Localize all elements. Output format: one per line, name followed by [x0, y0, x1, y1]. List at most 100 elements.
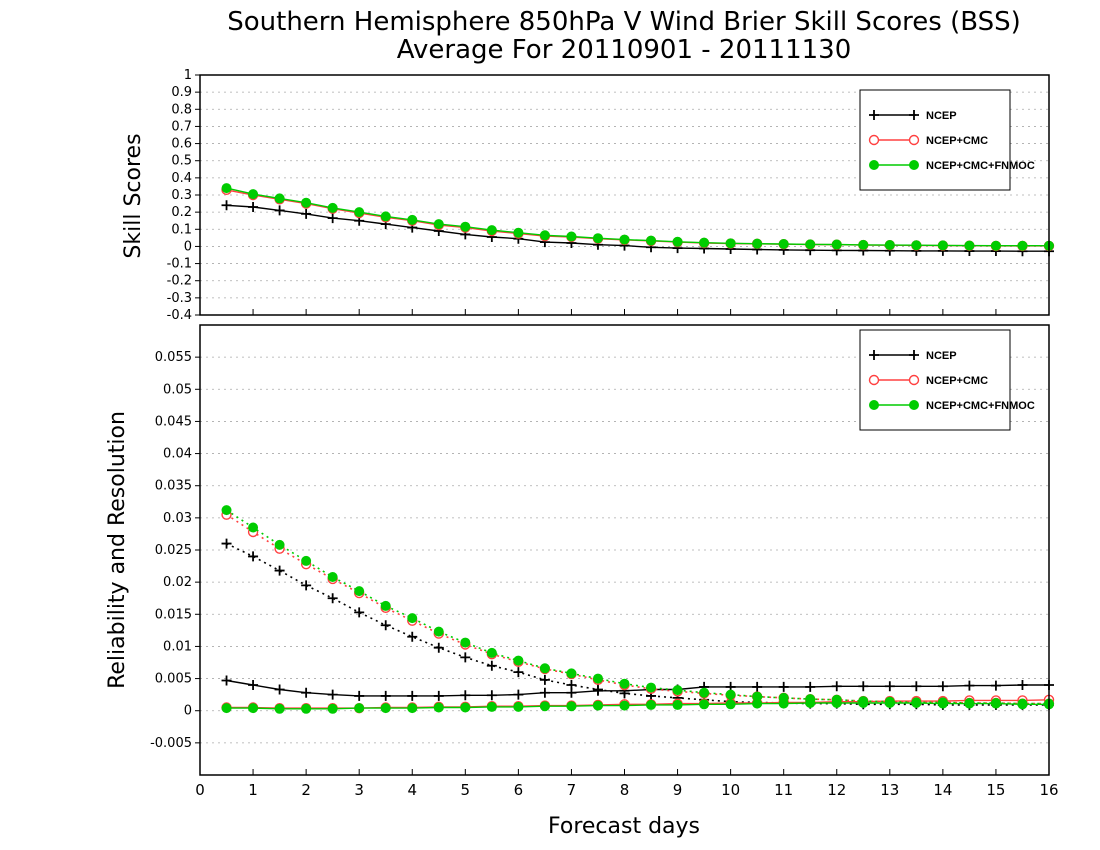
data-point — [699, 699, 710, 710]
data-point — [327, 202, 338, 213]
data-point — [619, 700, 630, 711]
data-point — [486, 690, 497, 701]
legend-item-ncep: NCEP — [869, 350, 957, 362]
y-tick-label: -0.3 — [167, 291, 192, 306]
y-tick-label: 0.7 — [171, 119, 192, 134]
y-tick-label: 0.005 — [155, 672, 192, 687]
data-point — [486, 225, 497, 236]
reliability-resolution-panel: -0.005 0 0.005 0.01 0.015 0.02 0.025 0.03 0.035 0… — [105, 324, 1059, 839]
data-point — [301, 580, 312, 591]
series-group — [221, 183, 1055, 257]
legend-label: NCEP+CMC+FNMOC — [926, 160, 1035, 172]
data-point — [301, 687, 312, 698]
y-axis-label: Skill Scores — [121, 133, 146, 258]
data-point — [566, 231, 577, 242]
data-point — [539, 674, 550, 685]
x-tick-label: 9 — [673, 781, 683, 799]
data-point — [274, 565, 285, 576]
series-group — [221, 505, 1055, 714]
data-point — [539, 701, 550, 712]
data-point — [513, 667, 524, 678]
data-point — [539, 663, 550, 674]
y-tick-label: -0.4 — [167, 308, 192, 323]
legend-marker — [908, 374, 920, 386]
data-point — [805, 681, 816, 692]
y-tick-label: 0.5 — [171, 154, 192, 169]
data-point — [672, 685, 683, 696]
data-point — [301, 197, 312, 208]
chart-subtitle: Average For 20110901 - 20111130 — [397, 35, 852, 65]
data-point — [1017, 680, 1028, 690]
data-point — [752, 681, 763, 692]
data-point — [884, 240, 895, 251]
data-point — [566, 668, 577, 679]
y-tick-label: 0.055 — [155, 350, 192, 365]
series-line — [226, 187, 1049, 247]
legend-marker — [869, 350, 879, 360]
data-point — [354, 607, 365, 618]
legend: NCEP NCEP+CMC NCEP+CMC+FNMOC — [859, 329, 1035, 431]
data-point — [274, 205, 285, 216]
legend-marker — [869, 400, 879, 410]
chart-title: Southern Hemisphere 850hPa V Wind Brier … — [227, 7, 1021, 37]
data-point — [619, 678, 630, 689]
legend-label: NCEP — [926, 110, 957, 122]
data-point — [619, 234, 630, 245]
data-point — [433, 642, 444, 653]
data-point — [725, 699, 736, 710]
data-point — [301, 703, 312, 714]
series-line — [226, 542, 1049, 706]
data-point — [460, 637, 471, 648]
data-point — [248, 551, 259, 562]
x-tick-label: 13 — [880, 781, 899, 799]
data-point — [407, 703, 418, 714]
data-point — [513, 227, 524, 238]
x-tick-label: 1 — [248, 781, 258, 799]
series-ncep-cmc-fnmoc — [221, 183, 1054, 251]
x-tick-label: 0 — [195, 781, 205, 799]
legend-marker — [868, 374, 880, 386]
y-tick-label: 0.2 — [171, 205, 192, 220]
legend-marker — [909, 350, 919, 360]
legend-marker — [909, 160, 919, 170]
legend-marker — [908, 134, 920, 146]
series-ncep-cmc-resolution — [221, 509, 1055, 709]
x-tick-label: 12 — [827, 781, 846, 799]
data-point — [752, 691, 763, 702]
data-point — [354, 690, 365, 701]
data-point — [672, 236, 683, 247]
y-tick-label: 0.04 — [163, 447, 192, 462]
legend-label: NCEP+CMC — [926, 375, 988, 387]
y-tick-label: 0.015 — [155, 607, 192, 622]
data-point — [699, 237, 710, 248]
legend-label: NCEP+CMC+FNMOC — [926, 400, 1035, 412]
data-point — [805, 694, 816, 705]
data-point — [221, 538, 232, 549]
data-point — [380, 703, 391, 714]
data-point — [592, 684, 603, 695]
data-point — [646, 682, 657, 693]
data-point — [248, 680, 259, 690]
y-tick-label: 0 — [184, 704, 192, 719]
skill-score-panel: -0.4 -0.3 -0.2 -0.1 0 0.1 0.2 0.3 0.4 0.5 0.6 0.7 0.… — [121, 68, 1055, 323]
data-point — [937, 697, 948, 708]
series-line — [226, 699, 1050, 709]
data-point — [911, 697, 922, 708]
data-point — [274, 539, 285, 550]
data-point — [805, 239, 816, 250]
y-tick-label: 0.8 — [171, 102, 192, 117]
legend-marker — [909, 400, 919, 410]
data-point — [248, 703, 259, 714]
data-point — [354, 586, 365, 597]
x-tick-label: 4 — [407, 781, 417, 799]
x-tick-label: 2 — [301, 781, 311, 799]
data-point — [248, 522, 259, 533]
x-axis-ticks — [199, 309, 1050, 315]
legend-item-ncep: NCEP — [869, 110, 957, 122]
series-line — [226, 513, 1049, 705]
y-tick-label: 0.03 — [163, 511, 192, 526]
legend-item-ncep-cmc-fnmoc: NCEP+CMC+FNMOC — [869, 160, 1035, 172]
data-point — [407, 214, 418, 225]
x-tick-label: 6 — [514, 781, 524, 799]
